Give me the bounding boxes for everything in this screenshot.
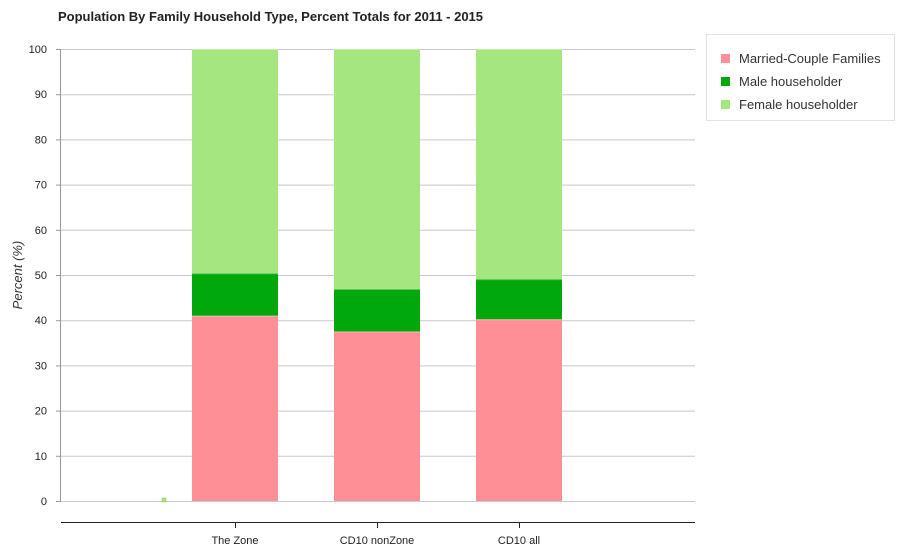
legend-label: Female householder — [739, 97, 858, 112]
bar-segment[interactable] — [334, 289, 420, 332]
y-tick-label: 30 — [35, 360, 47, 372]
legend-item[interactable]: Married-Couple Families — [721, 47, 894, 70]
tick-labels: 0 10 20 30 40 50 60 70 80 90 100 Percent (%) The Zon… — [10, 44, 540, 547]
bar-segment[interactable] — [476, 49, 562, 280]
bars — [161, 49, 562, 503]
legend-label: Married-Couple Families — [739, 51, 881, 66]
x-tick-label: CD10 nonZone — [340, 535, 415, 547]
y-tick-label: 60 — [35, 225, 47, 237]
y-tick-label: 0 — [41, 496, 47, 508]
bar-segment[interactable] — [334, 49, 420, 290]
bar-segment[interactable] — [192, 273, 278, 316]
y-tick-label: 20 — [35, 406, 47, 418]
bar-segment[interactable] — [476, 279, 562, 320]
legend: Married-Couple Families Male householder F… — [706, 34, 895, 121]
bar-segment[interactable] — [192, 49, 278, 274]
legend-swatch — [721, 77, 730, 86]
y-tick-label: 10 — [35, 451, 47, 463]
legend-item[interactable]: Female householder — [721, 93, 894, 116]
chart-title: Population By Family Household Type, Per… — [58, 9, 484, 24]
bar-segment[interactable] — [192, 315, 278, 501]
y-axis-title: Percent (%) — [10, 241, 25, 310]
y-tick-label: 50 — [35, 270, 47, 282]
x-tick-label: CD10 all — [498, 535, 540, 547]
stray-marker — [161, 497, 167, 503]
bar-segment[interactable] — [476, 319, 562, 501]
legend-swatch — [721, 54, 730, 63]
legend-label: Male householder — [739, 74, 843, 89]
y-tick-label: 40 — [35, 315, 47, 327]
axes — [56, 49, 695, 528]
x-tick-label: The Zone — [211, 535, 258, 547]
legend-swatch — [721, 100, 730, 109]
bar-segment[interactable] — [334, 331, 420, 502]
y-tick-label: 90 — [35, 89, 47, 101]
legend-item[interactable]: Male householder — [721, 70, 894, 93]
y-tick-label: 80 — [35, 134, 47, 146]
y-tick-label: 70 — [35, 180, 47, 192]
y-tick-label: 100 — [29, 44, 47, 56]
